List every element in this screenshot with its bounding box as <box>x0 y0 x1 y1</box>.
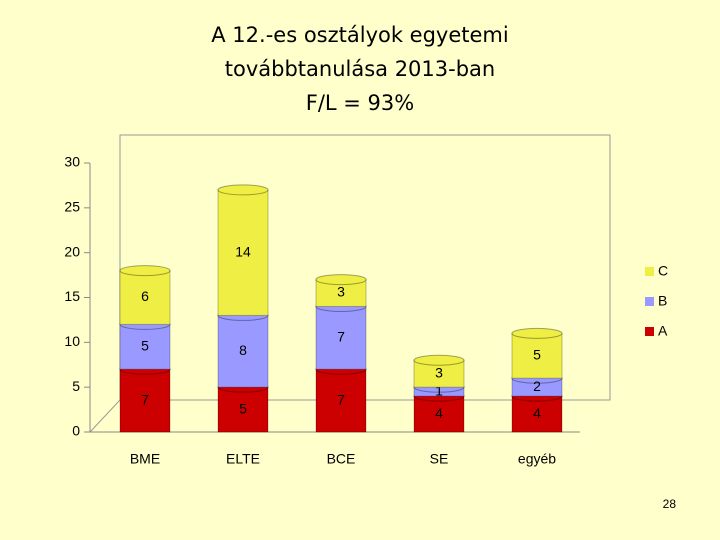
data-label: 5 <box>239 400 247 416</box>
bar-segment <box>217 189 269 316</box>
x-tick-label: BCE <box>327 451 356 467</box>
data-label: 6 <box>141 288 149 304</box>
legend-swatch <box>645 297 654 306</box>
page-number: 28 <box>663 497 677 511</box>
data-label: 14 <box>235 243 251 259</box>
bar-segment <box>511 332 563 379</box>
data-label: 8 <box>239 342 247 358</box>
x-tick-label: BME <box>130 451 160 467</box>
chart-title: F/L = 93% <box>306 91 414 115</box>
y-tick-label: 20 <box>64 243 80 259</box>
bar-segment <box>315 368 367 433</box>
legend-label: B <box>658 293 667 309</box>
y-tick-label: 0 <box>72 423 80 439</box>
bar-segment <box>315 305 367 370</box>
chart-title: továbbtanulása 2013-ban <box>225 57 495 81</box>
data-label: 7 <box>141 391 149 407</box>
bar-segment <box>217 314 269 388</box>
bar-segment <box>119 270 171 325</box>
data-label: 3 <box>435 364 443 380</box>
data-label: 5 <box>533 346 541 362</box>
data-label: 7 <box>337 391 345 407</box>
bar-segment <box>119 323 171 370</box>
bar-segment <box>217 386 269 433</box>
x-tick-label: egyéb <box>518 451 556 467</box>
bar-cap <box>511 327 563 339</box>
bar-segment <box>413 395 465 433</box>
data-label: 5 <box>141 338 149 354</box>
legend-label: A <box>658 323 668 339</box>
legend-swatch <box>645 327 654 336</box>
bar-cap <box>217 184 269 196</box>
data-label: 4 <box>435 405 443 421</box>
y-tick-label: 5 <box>72 378 80 394</box>
back-wall <box>89 134 611 433</box>
x-tick-label: ELTE <box>226 451 260 467</box>
legend-swatch <box>645 267 654 276</box>
data-label: 2 <box>533 378 541 394</box>
y-tick-label: 10 <box>64 333 80 349</box>
data-label: 3 <box>337 284 345 300</box>
data-label: 1 <box>435 382 443 398</box>
bar-cap <box>413 354 465 366</box>
legend-label: C <box>658 263 668 279</box>
y-tick-label: 15 <box>64 288 80 304</box>
data-label: 7 <box>337 329 345 345</box>
y-tick-label: 25 <box>64 199 80 215</box>
x-tick-label: SE <box>430 451 449 467</box>
bar-cap <box>119 265 171 277</box>
data-label: 4 <box>533 405 541 421</box>
y-tick-label: 30 <box>64 154 80 170</box>
chart-title: A 12.-es osztályok egyetemi <box>211 23 508 47</box>
bar-cap <box>315 274 367 286</box>
